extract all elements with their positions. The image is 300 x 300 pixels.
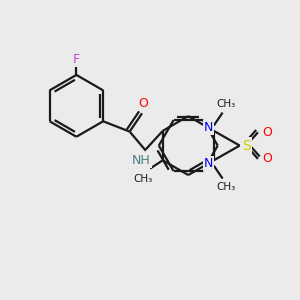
Text: F: F [73,53,80,66]
Text: O: O [139,98,148,110]
Text: N: N [204,121,213,134]
Text: O: O [262,126,272,139]
Text: S: S [242,139,250,153]
Text: CH₃: CH₃ [134,174,153,184]
Text: CH₃: CH₃ [216,99,235,109]
Text: CH₃: CH₃ [216,182,235,192]
Text: NH: NH [132,154,151,167]
Text: N: N [204,157,213,170]
Text: O: O [262,152,272,165]
